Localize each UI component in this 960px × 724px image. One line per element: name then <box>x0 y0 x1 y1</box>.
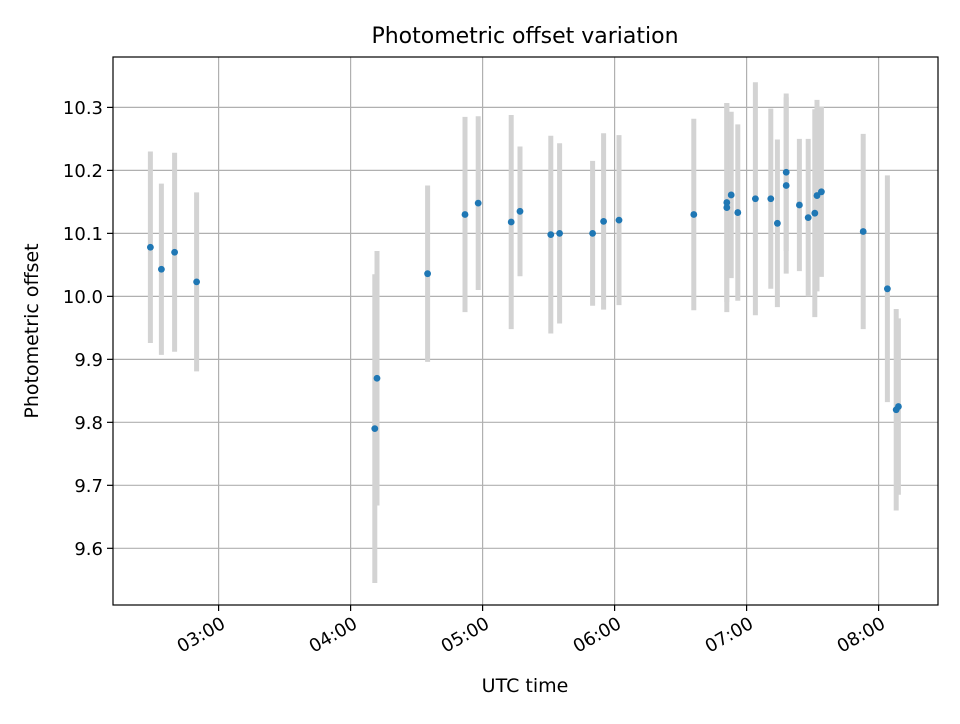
y-axis-label: Photometric offset <box>21 243 43 418</box>
data-point <box>811 209 819 217</box>
data-point <box>147 243 154 251</box>
data-point <box>373 374 381 382</box>
data-points <box>147 168 902 433</box>
data-point <box>589 229 596 237</box>
y-axis-ticks: 9.6 9.7 9.8 9.9 10.0 10.1 10.2 10.3 <box>63 98 113 560</box>
data-point <box>895 403 902 410</box>
data-point <box>813 192 821 199</box>
data-point <box>727 191 735 199</box>
chart-title: Photometric offset variation <box>371 24 678 49</box>
data-point <box>547 231 555 239</box>
data-point <box>818 188 825 196</box>
y-tick-label: 9.9 <box>74 350 103 371</box>
y-tick-label: 9.6 <box>74 539 103 560</box>
data-point <box>371 425 379 433</box>
data-point <box>782 182 790 189</box>
data-point <box>752 195 759 203</box>
data-point <box>804 214 812 222</box>
data-point <box>516 207 524 215</box>
data-point <box>556 229 563 237</box>
y-tick-label: 9.8 <box>74 413 103 434</box>
data-point <box>424 270 431 278</box>
data-point <box>507 218 515 226</box>
y-tick-label: 10.2 <box>63 161 103 182</box>
y-tick-label: 10.0 <box>63 287 103 308</box>
data-point <box>859 228 867 235</box>
data-point <box>690 211 698 218</box>
y-tick-label: 9.7 <box>74 476 103 497</box>
data-point <box>600 218 607 225</box>
data-point <box>734 209 742 216</box>
data-point <box>171 248 179 256</box>
data-point <box>782 168 790 176</box>
data-point <box>796 201 803 209</box>
x-axis-label: UTC time <box>482 675 569 697</box>
data-point <box>193 278 201 286</box>
grid-lines <box>113 57 938 605</box>
data-point <box>158 265 165 273</box>
data-point <box>615 216 623 224</box>
data-point <box>723 204 731 211</box>
data-point <box>774 219 781 227</box>
y-tick-label: 10.3 <box>63 98 103 119</box>
data-point <box>723 199 731 206</box>
data-point <box>767 195 775 203</box>
data-point <box>474 199 482 207</box>
y-tick-label: 10.1 <box>63 224 103 245</box>
data-point <box>884 285 891 293</box>
plot-frame <box>112 56 939 606</box>
data-point <box>461 211 469 218</box>
